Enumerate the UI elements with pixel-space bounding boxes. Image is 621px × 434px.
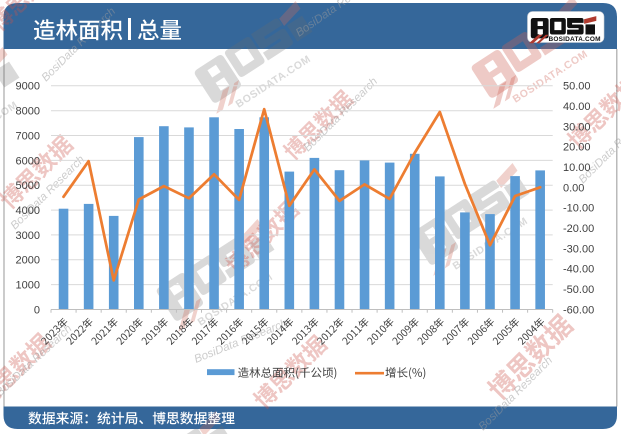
svg-text:40.00: 40.00 xyxy=(563,101,591,113)
svg-text:6000: 6000 xyxy=(16,155,40,167)
svg-text:30.00: 30.00 xyxy=(563,121,591,133)
svg-text:5000: 5000 xyxy=(16,180,40,192)
svg-text:7000: 7000 xyxy=(16,130,40,142)
svg-text:1000: 1000 xyxy=(16,280,40,292)
svg-text:-10.00: -10.00 xyxy=(563,203,594,215)
svg-text:0: 0 xyxy=(34,304,40,316)
svg-text:2000: 2000 xyxy=(16,255,40,267)
svg-text:4000: 4000 xyxy=(16,205,40,217)
svg-text:-50.00: -50.00 xyxy=(563,284,594,296)
svg-text:-40.00: -40.00 xyxy=(563,264,594,276)
svg-text:8000: 8000 xyxy=(16,106,40,118)
svg-text:BOSIDATA.COM: BOSIDATA.COM xyxy=(548,36,600,43)
svg-text:-30.00: -30.00 xyxy=(563,243,594,255)
svg-text:9000: 9000 xyxy=(16,81,40,93)
svg-text:10.00: 10.00 xyxy=(563,162,591,174)
svg-text:-60.00: -60.00 xyxy=(563,304,594,316)
svg-text:-20.00: -20.00 xyxy=(563,223,594,235)
svg-text:3000: 3000 xyxy=(16,230,40,242)
svg-text:0.00: 0.00 xyxy=(563,182,584,194)
svg-text:20.00: 20.00 xyxy=(563,142,591,154)
svg-text:50.00: 50.00 xyxy=(563,81,591,93)
